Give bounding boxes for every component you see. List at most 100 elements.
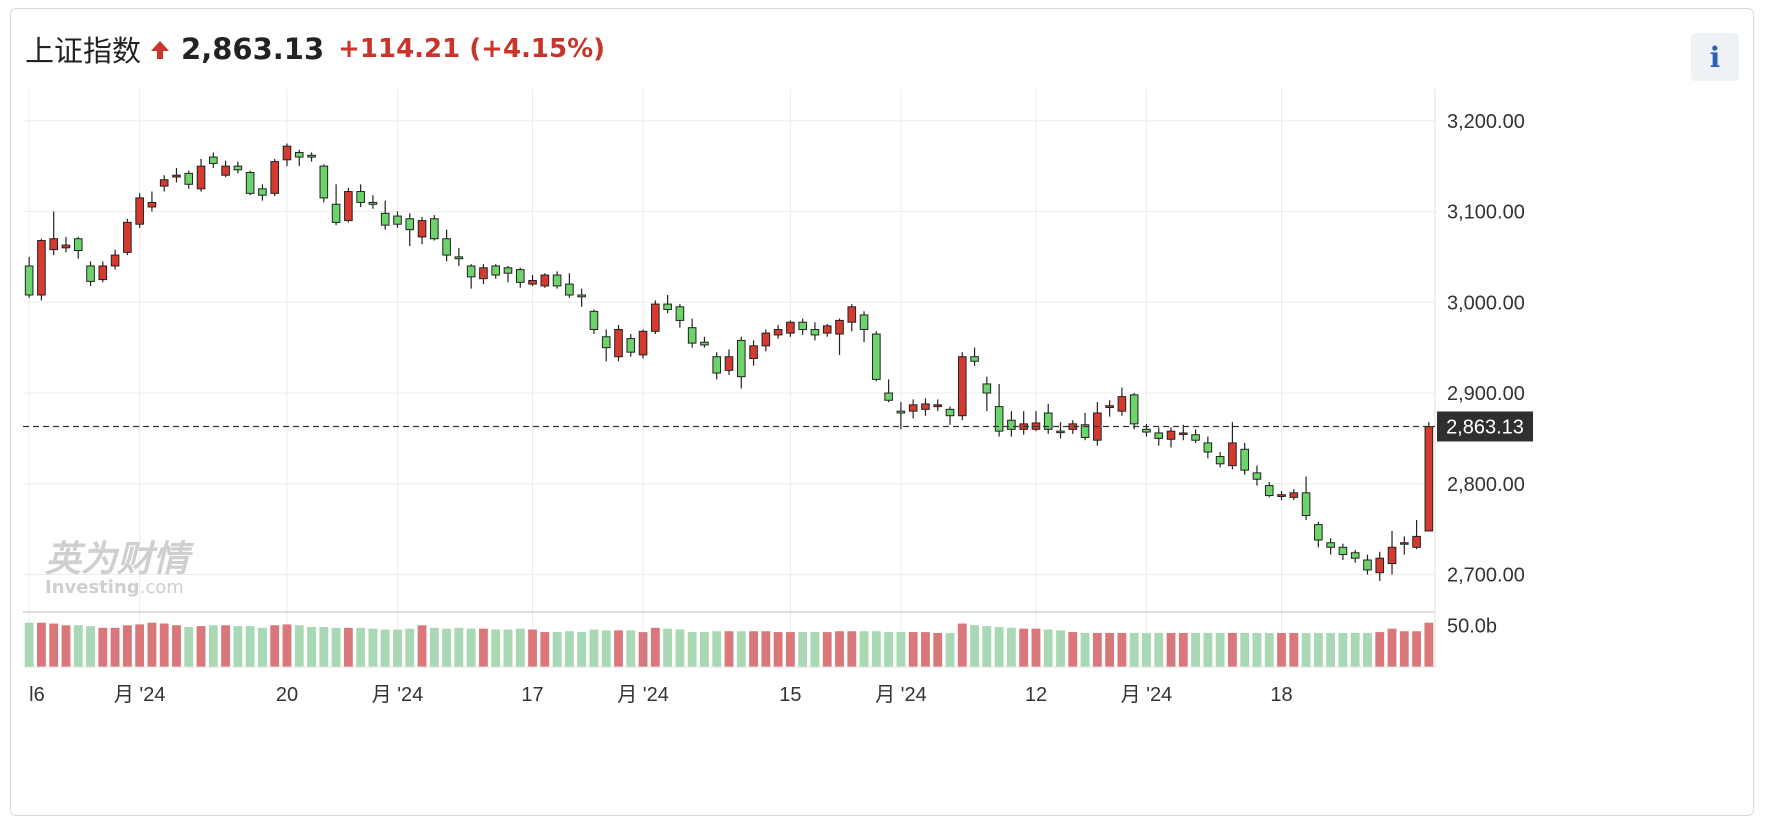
up-candle — [172, 174, 181, 178]
down-candle — [872, 333, 881, 380]
down-candle — [1252, 472, 1262, 480]
up-candle — [98, 265, 108, 281]
volume-bar — [773, 632, 783, 667]
volume-bar — [380, 629, 390, 667]
watermark-en-suffix: .com — [140, 577, 184, 598]
volume-bar — [98, 627, 108, 667]
up-candle — [49, 238, 59, 251]
volume-bar — [1068, 632, 1078, 667]
down-candle — [700, 341, 709, 346]
up-candle — [1228, 442, 1237, 467]
up-candle — [921, 403, 930, 410]
up-candle — [908, 404, 918, 412]
volume-bar — [712, 631, 722, 667]
volume-bar — [589, 629, 599, 667]
down-candle — [1363, 559, 1372, 571]
volume-bar — [1129, 632, 1139, 667]
down-candle — [442, 238, 451, 256]
time-tick-label: 18 — [1270, 684, 1292, 706]
volume-bar — [135, 624, 145, 667]
volume-bar — [1240, 632, 1250, 667]
up-candle — [651, 303, 660, 332]
volume-bar — [270, 625, 280, 667]
up-candle — [1166, 430, 1176, 440]
volume-bar — [122, 625, 132, 667]
up-candle — [1399, 542, 1409, 545]
down-candle — [712, 356, 722, 374]
axes: 3,200.00 3,100.00 3,000.00 2,900.00 2,800.00… — [23, 89, 1525, 706]
volume-bar — [1043, 629, 1053, 667]
up-candle — [282, 145, 292, 161]
volume-bar — [1387, 628, 1397, 667]
volume-bar — [1215, 632, 1225, 667]
volume-bar — [822, 632, 832, 667]
down-candle — [1215, 456, 1225, 465]
down-candle — [577, 294, 586, 298]
price-tick-label: 3,000.00 — [1447, 292, 1525, 314]
up-candle — [835, 319, 844, 335]
down-candle — [454, 256, 464, 260]
volume-bar — [1350, 632, 1360, 667]
volume-bar — [724, 631, 734, 667]
volume-bar — [945, 632, 955, 667]
volume-bar — [307, 626, 316, 667]
volume-bar — [1399, 631, 1409, 667]
volume-bar — [847, 631, 857, 667]
volume-bar — [1313, 632, 1323, 667]
volume-bar — [675, 629, 685, 667]
down-candle — [24, 265, 34, 296]
volume-bar — [515, 628, 525, 667]
down-candle — [1129, 394, 1139, 425]
volume-bar — [61, 625, 71, 667]
up-candle — [724, 356, 734, 371]
volume-bar — [172, 625, 181, 667]
down-candle — [233, 165, 243, 171]
down-candle — [1326, 542, 1335, 548]
up-candle — [270, 161, 280, 194]
volume-bar — [417, 625, 427, 667]
up-candle — [786, 321, 795, 334]
up-candle — [761, 332, 771, 347]
volume-bar — [24, 622, 34, 667]
volume-bar — [749, 631, 758, 667]
current-price-tag-label: 2,863.13 — [1446, 416, 1524, 438]
volume-bar — [933, 632, 943, 667]
up-candle — [1375, 557, 1385, 574]
volume-bar — [319, 626, 329, 667]
volume-bar — [577, 632, 587, 667]
volume-bar — [393, 629, 402, 667]
down-candle — [356, 191, 365, 203]
volume-bar — [1178, 632, 1188, 667]
volume-bar — [736, 631, 746, 667]
time-tick-label: 17 — [521, 684, 543, 706]
down-candle — [430, 218, 439, 240]
up-candle — [110, 254, 120, 267]
up-candle — [479, 267, 488, 280]
volume-bar — [896, 632, 906, 667]
volume-bar — [36, 622, 46, 667]
up-candle — [540, 274, 550, 287]
time-tick-label: 月 '24 — [875, 684, 927, 706]
volume-bar — [638, 632, 648, 667]
info-button[interactable]: i — [1691, 33, 1739, 81]
down-candle — [1264, 485, 1274, 497]
down-candle — [73, 238, 83, 252]
volume-bar — [626, 630, 636, 667]
up-candle — [528, 279, 537, 285]
down-candle — [994, 406, 1004, 432]
down-candle — [294, 152, 304, 158]
volume-bar — [1412, 631, 1422, 667]
volume-bar — [1301, 632, 1311, 667]
volume-bar — [1375, 632, 1385, 667]
investing-watermark: 英为财情 Investing.com — [45, 539, 194, 598]
down-candle — [393, 215, 402, 225]
volume-bar — [503, 629, 513, 667]
chart-canvas: 英为财情 Investing.com 3,200.00 3,100.00 3,000… — [23, 89, 1533, 706]
volume-bar — [970, 625, 979, 667]
volume-tick-label: 50.0b — [1447, 615, 1497, 637]
volume-bar — [368, 628, 378, 667]
volume-bar — [884, 632, 894, 667]
volume-bar — [871, 631, 881, 667]
down-candle — [1007, 419, 1016, 430]
down-candle — [405, 218, 415, 231]
